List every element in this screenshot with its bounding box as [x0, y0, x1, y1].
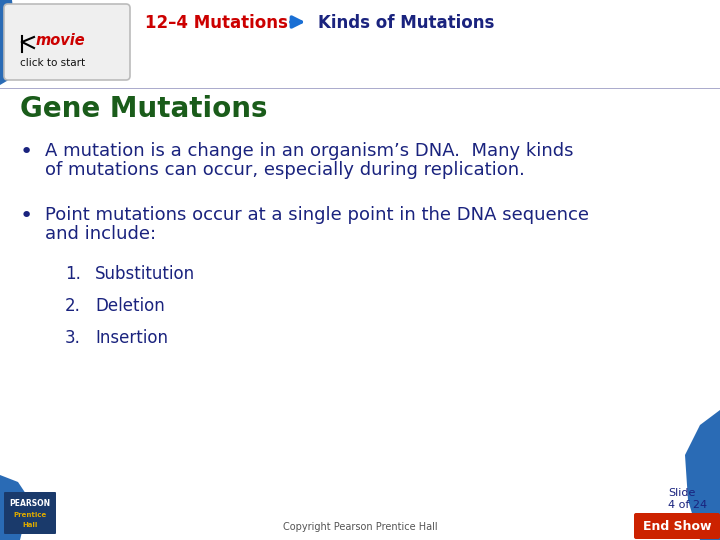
Text: Copyright Pearson Prentice Hall: Copyright Pearson Prentice Hall: [283, 522, 437, 532]
Text: Kinds of Mutations: Kinds of Mutations: [318, 14, 495, 32]
Text: •: •: [20, 142, 33, 162]
Text: 2.: 2.: [65, 297, 81, 315]
FancyBboxPatch shape: [4, 492, 56, 534]
FancyArrowPatch shape: [291, 17, 302, 27]
Text: movie: movie: [36, 33, 86, 48]
Text: of mutations can occur, especially during replication.: of mutations can occur, especially durin…: [45, 161, 525, 179]
Text: Gene Mutations: Gene Mutations: [20, 95, 268, 123]
Polygon shape: [0, 475, 30, 540]
Text: Point mutations occur at a single point in the DNA sequence: Point mutations occur at a single point …: [45, 206, 589, 224]
FancyBboxPatch shape: [634, 513, 720, 539]
Text: A mutation is a change in an organism’s DNA.  Many kinds: A mutation is a change in an organism’s …: [45, 142, 574, 160]
Polygon shape: [0, 0, 18, 85]
Text: End Show: End Show: [643, 519, 711, 532]
Text: 3.: 3.: [65, 329, 81, 347]
Text: 12–4 Mutations: 12–4 Mutations: [145, 14, 288, 32]
Text: click to start: click to start: [20, 58, 85, 68]
FancyBboxPatch shape: [4, 4, 130, 80]
Text: Substitution: Substitution: [95, 265, 195, 283]
Text: and include:: and include:: [45, 225, 156, 243]
Text: Slide: Slide: [668, 488, 696, 498]
Text: PEARSON: PEARSON: [9, 498, 50, 508]
Text: Hall: Hall: [22, 522, 37, 528]
Text: 1.: 1.: [65, 265, 81, 283]
Text: •: •: [20, 206, 33, 226]
Text: Deletion: Deletion: [95, 297, 165, 315]
Polygon shape: [685, 410, 720, 540]
Text: Insertion: Insertion: [95, 329, 168, 347]
Text: 4 of 24: 4 of 24: [668, 500, 707, 510]
Text: Prentice: Prentice: [14, 512, 47, 518]
